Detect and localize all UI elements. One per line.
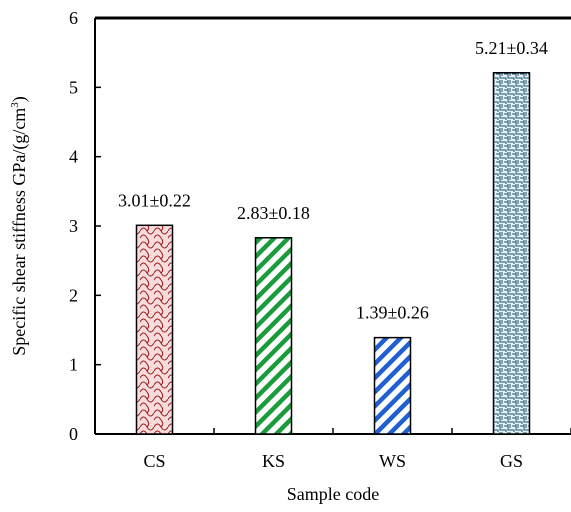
y-tick-label: 4	[69, 147, 78, 167]
y-tick-label: 5	[69, 77, 78, 97]
bars	[135, 72, 531, 435]
x-tick-label: CS	[143, 451, 165, 471]
y-tick-label: 0	[69, 424, 78, 444]
bar-value-labels: 3.01±0.22 2.83±0.18 1.39±0.26 5.21±0.34	[118, 38, 548, 323]
y-axis-label-close: )	[9, 96, 30, 102]
bar-value-label: 3.01±0.22	[118, 190, 191, 210]
bar-value-label: 2.83±0.18	[237, 203, 310, 223]
y-tick-label: 6	[69, 8, 78, 28]
x-tick-label: KS	[262, 451, 285, 471]
x-axis-label: Sample code	[287, 484, 379, 504]
bar-value-label: 5.21±0.34	[475, 38, 548, 58]
y-tick-label: 2	[69, 285, 78, 305]
y-ticks: 0 1 2 3 4 5 6	[69, 8, 101, 444]
y-tick-label: 3	[69, 216, 78, 236]
bar-gs	[492, 72, 531, 435]
y-axis-label: Specific shear stiffness GPa/(g/cm3)	[9, 96, 30, 356]
bar-ks	[254, 237, 293, 435]
x-tick-label: WS	[379, 451, 406, 471]
x-tick-label: GS	[500, 451, 523, 471]
bar-ws	[373, 336, 412, 435]
bar-value-label: 1.39±0.26	[356, 303, 429, 323]
y-axis-label-superscript: 3	[9, 102, 21, 108]
y-axis-label-text: Specific shear stiffness GPa/(g/cm	[9, 108, 30, 356]
y-tick-label: 1	[69, 355, 78, 375]
x-ticks: CS KS WS GS	[143, 428, 571, 471]
bar-cs	[135, 224, 174, 435]
